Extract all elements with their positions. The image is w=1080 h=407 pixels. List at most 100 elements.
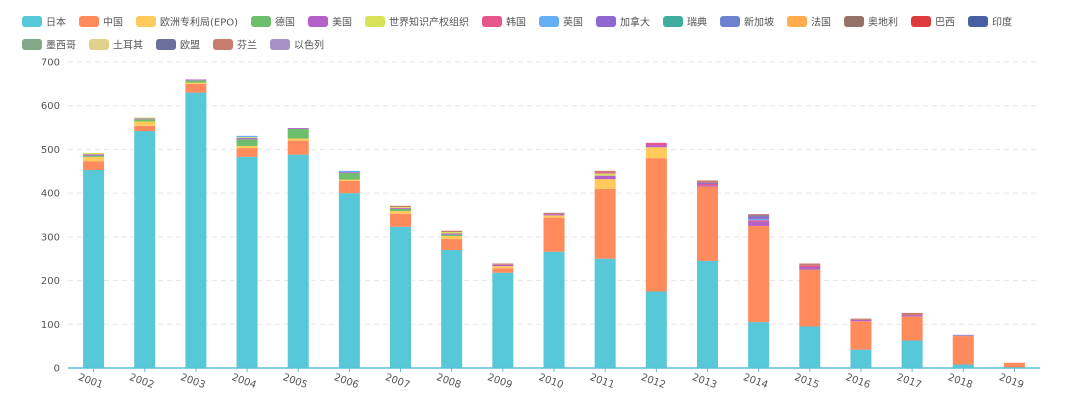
- legend-item[interactable]: 巴西: [911, 16, 955, 29]
- bar-segment[interactable]: [748, 214, 770, 216]
- bar-segment[interactable]: [748, 220, 770, 222]
- bar-segment[interactable]: [134, 119, 156, 122]
- legend-item[interactable]: 美国: [308, 16, 352, 29]
- bar-segment[interactable]: [492, 264, 514, 267]
- bar-segment[interactable]: [83, 154, 105, 156]
- bar-segment[interactable]: [645, 158, 667, 292]
- bar-segment[interactable]: [594, 179, 616, 189]
- bar-segment[interactable]: [645, 145, 667, 148]
- bar-segment[interactable]: [390, 208, 412, 212]
- bar-segment[interactable]: [338, 173, 360, 180]
- bar-segment[interactable]: [492, 268, 514, 273]
- bar-segment[interactable]: [492, 266, 514, 269]
- bar-segment[interactable]: [83, 155, 105, 157]
- legend-item[interactable]: 以色列: [269, 39, 324, 52]
- bar-segment[interactable]: [748, 218, 770, 221]
- legend-item[interactable]: 瑞典: [663, 16, 707, 29]
- bar-segment[interactable]: [338, 179, 360, 181]
- bar-segment[interactable]: [83, 169, 105, 368]
- bar-segment[interactable]: [338, 180, 360, 194]
- bar-segment[interactable]: [799, 269, 821, 327]
- bar-segment[interactable]: [696, 260, 718, 368]
- legend-item[interactable]: 印度: [968, 16, 1012, 29]
- bar-segment[interactable]: [287, 128, 309, 129]
- bar-segment[interactable]: [594, 172, 616, 174]
- bar-segment[interactable]: [390, 213, 412, 227]
- bar-segment[interactable]: [185, 82, 207, 84]
- legend-item[interactable]: 欧盟: [155, 39, 200, 52]
- bar-segment[interactable]: [236, 138, 258, 140]
- bar-segment[interactable]: [134, 117, 156, 119]
- bar-segment[interactable]: [441, 239, 463, 250]
- bar-segment[interactable]: [594, 188, 616, 259]
- bar-segment[interactable]: [83, 161, 105, 170]
- bar-segment[interactable]: [543, 251, 565, 368]
- bar-segment[interactable]: [441, 234, 463, 236]
- bar-segment[interactable]: [83, 156, 105, 162]
- legend-item[interactable]: 中国: [78, 16, 123, 29]
- bar-segment[interactable]: [134, 121, 156, 126]
- bar-segment[interactable]: [236, 156, 258, 368]
- bar-segment[interactable]: [390, 205, 412, 208]
- legend-item[interactable]: 奥地利: [844, 16, 898, 29]
- bar-segment[interactable]: [236, 139, 258, 146]
- bar-segment[interactable]: [952, 336, 974, 365]
- bar-segment[interactable]: [441, 233, 463, 235]
- legend-item[interactable]: 欧洲专利局(EPO): [135, 16, 238, 29]
- legend-item[interactable]: 新加坡: [720, 16, 774, 29]
- bar-segment[interactable]: [185, 80, 207, 83]
- legend-item[interactable]: 日本: [22, 16, 66, 29]
- bar-segment[interactable]: [441, 235, 463, 240]
- bar-segment[interactable]: [850, 349, 872, 368]
- bar-segment[interactable]: [236, 135, 258, 138]
- bar-segment[interactable]: [134, 131, 156, 368]
- bar-segment[interactable]: [338, 193, 360, 368]
- bar-segment[interactable]: [236, 137, 258, 139]
- bar-segment[interactable]: [287, 140, 309, 155]
- bar-segment[interactable]: [594, 173, 616, 176]
- bar-segment[interactable]: [134, 118, 156, 120]
- bar-segment[interactable]: [390, 211, 412, 214]
- bar-segment[interactable]: [696, 186, 718, 261]
- legend-item[interactable]: 世界知识产权组织: [365, 16, 469, 29]
- bar-segment[interactable]: [390, 208, 412, 209]
- bar-segment[interactable]: [492, 272, 514, 368]
- bar-segment[interactable]: [441, 232, 463, 234]
- bar-segment[interactable]: [952, 334, 974, 337]
- bar-segment[interactable]: [952, 364, 974, 368]
- bar-segment[interactable]: [901, 312, 923, 316]
- bar-segment[interactable]: [543, 215, 565, 218]
- bar-segment[interactable]: [645, 147, 667, 159]
- bar-segment[interactable]: [441, 249, 463, 368]
- bar-segment[interactable]: [594, 170, 616, 173]
- bar-segment[interactable]: [901, 316, 923, 341]
- bar-segment[interactable]: [799, 263, 821, 266]
- bar-segment[interactable]: [594, 258, 616, 368]
- bar-segment[interactable]: [696, 180, 718, 183]
- bar-segment[interactable]: [543, 212, 565, 215]
- bar-segment[interactable]: [901, 340, 923, 368]
- bar-segment[interactable]: [748, 225, 770, 323]
- bar-segment[interactable]: [901, 315, 923, 317]
- bar-segment[interactable]: [594, 175, 616, 180]
- bar-segment[interactable]: [390, 207, 412, 209]
- bar-segment[interactable]: [850, 319, 872, 322]
- bar-segment[interactable]: [287, 138, 309, 141]
- bar-segment[interactable]: [645, 142, 667, 146]
- bar-segment[interactable]: [441, 230, 463, 233]
- bar-segment[interactable]: [696, 185, 718, 187]
- bar-segment[interactable]: [748, 221, 770, 226]
- bar-segment[interactable]: [850, 321, 872, 350]
- bar-segment[interactable]: [492, 263, 514, 265]
- bar-segment[interactable]: [799, 267, 821, 270]
- bar-segment[interactable]: [236, 148, 258, 157]
- bar-segment[interactable]: [850, 318, 872, 320]
- bar-segment[interactable]: [287, 128, 309, 139]
- bar-segment[interactable]: [287, 154, 309, 368]
- bar-segment[interactable]: [390, 226, 412, 368]
- legend-item[interactable]: 法国: [787, 16, 831, 29]
- bar-segment[interactable]: [185, 83, 207, 93]
- bar-segment[interactable]: [696, 183, 718, 186]
- bar-segment[interactable]: [748, 216, 770, 219]
- bar-segment[interactable]: [543, 214, 565, 216]
